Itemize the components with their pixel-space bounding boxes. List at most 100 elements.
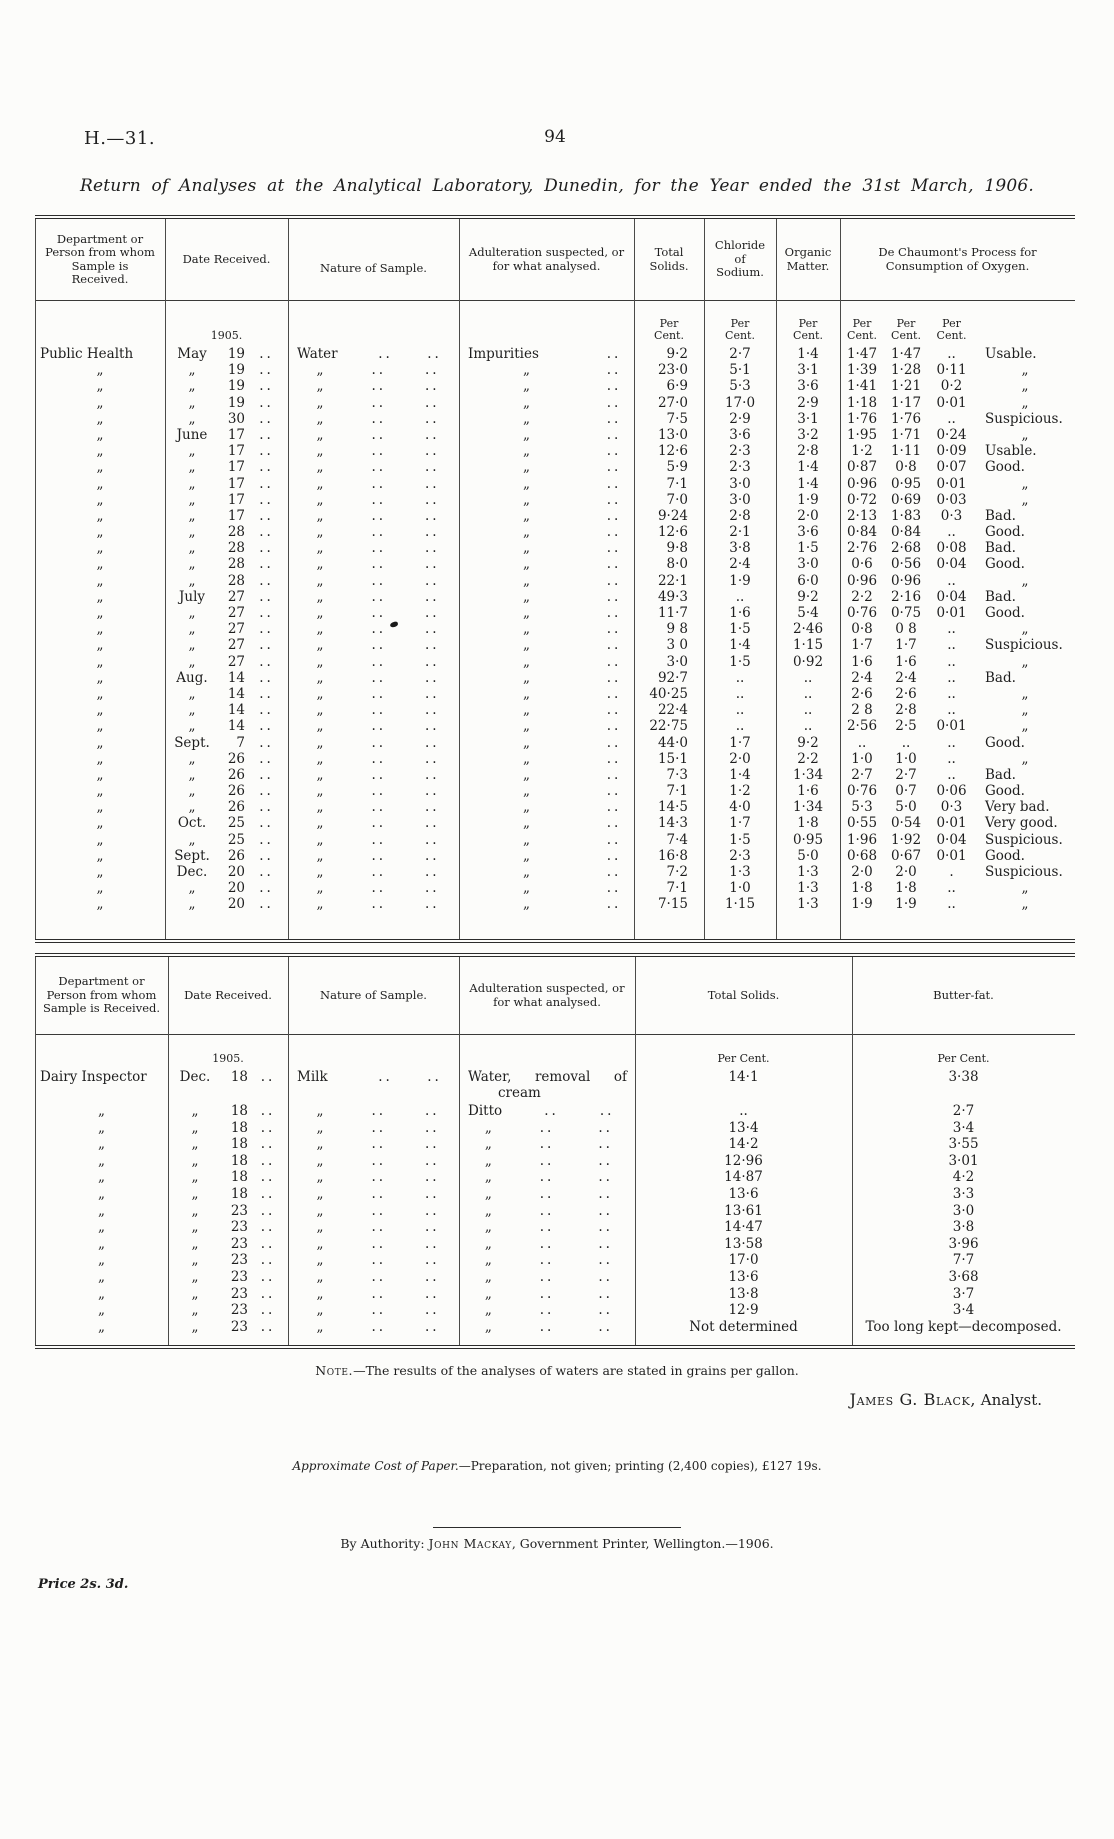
chloride-cell: 3·0 bbox=[729, 491, 751, 508]
authority-rule bbox=[433, 1527, 681, 1528]
oxygen-cell: 2·8 bbox=[895, 702, 917, 719]
chloride-cell: 3·0 bbox=[729, 475, 751, 492]
note-line: Note.—The results of the analyses of wat… bbox=[315, 1363, 799, 1378]
total-solids-cell: 13·8 bbox=[728, 1285, 759, 1302]
table-row: „ „ 14.. „.... „.. 22·4 .. .. 2 8 2·8 .. … bbox=[35, 702, 1075, 718]
chloride-cell: 2·9 bbox=[729, 410, 751, 427]
table-row: „ „ 27.. „.... „.. 11·7 1·6 5·4 0·76 0·75… bbox=[35, 605, 1075, 621]
date-cell: „ 28.. bbox=[188, 540, 274, 557]
remark-cell: „ bbox=[1021, 475, 1029, 492]
date-cell: „ 23.. bbox=[191, 1302, 276, 1319]
oxygen-cell: .. bbox=[947, 766, 956, 783]
authority-line: By Authority: John Mackay, Government Pr… bbox=[340, 1536, 774, 1551]
nature-cell: „.... bbox=[316, 702, 440, 719]
date-cell: „ 30.. bbox=[188, 410, 274, 427]
table-row: „ „ 25.. „.... „.. 7·4 1·5 0·95 1·96 1·92… bbox=[35, 832, 1075, 848]
table-row: „ „ 19.. „.... „.. 6·9 5·3 3·6 1·41 1·21 … bbox=[35, 378, 1075, 394]
nature-cell: „.... bbox=[316, 362, 440, 379]
adulteration-cell: „.. bbox=[523, 734, 622, 751]
butter-fat-cell: 7·7 bbox=[952, 1252, 975, 1269]
oxygen-cell: 1·7 bbox=[851, 637, 873, 654]
nature-cell: „.... bbox=[316, 637, 440, 654]
nature-cell: „.... bbox=[316, 410, 440, 427]
remark-cell: „ bbox=[1021, 718, 1029, 735]
chloride-cell: 5·1 bbox=[729, 362, 751, 379]
organic-matter-cell: 1·3 bbox=[797, 896, 819, 913]
adulteration-cell: „.... bbox=[484, 1302, 613, 1319]
per-cent-label: Per Cent. bbox=[936, 317, 967, 342]
oxygen-cell: 0·54 bbox=[890, 815, 922, 832]
organic-matter-cell: 2·46 bbox=[792, 621, 824, 638]
date-cell: May 19.. bbox=[177, 346, 274, 362]
oxygen-cell: 0·01 bbox=[936, 394, 967, 411]
chloride-cell: 1·5 bbox=[729, 831, 751, 848]
adulteration-cell: „.. bbox=[523, 880, 622, 897]
date-cell: „ 26.. bbox=[188, 750, 274, 767]
oxygen-cell: 1·0 bbox=[895, 750, 917, 767]
date-cell: „ 17.. bbox=[188, 459, 274, 476]
oxygen-cell: .. bbox=[947, 637, 956, 654]
oxygen-cell: 1·41 bbox=[846, 378, 878, 395]
adulteration-cell: „.. bbox=[523, 475, 622, 492]
oxygen-cell: 0·8 bbox=[895, 459, 917, 476]
organic-matter-cell: 1·6 bbox=[797, 783, 819, 800]
date-cell: June 17.. bbox=[176, 426, 274, 443]
organic-matter-cell: .. bbox=[803, 669, 813, 686]
oxygen-cell: 0·01 bbox=[936, 815, 967, 832]
department-cell: „ bbox=[96, 685, 104, 702]
nature-cell: „.... bbox=[316, 1169, 440, 1186]
organic-matter-cell: 1·15 bbox=[792, 637, 824, 654]
nature-cell: „.... bbox=[316, 1136, 440, 1153]
butter-fat-cell: 3·4 bbox=[952, 1119, 975, 1136]
oxygen-cell: 1·96 bbox=[846, 831, 878, 848]
butter-fat-cell: 2·7 bbox=[952, 1103, 975, 1119]
table-row: „ „ 17.. „.... „.. 7·1 3·0 1·4 0·96 0·95 … bbox=[35, 476, 1075, 492]
department-cell: „ bbox=[96, 880, 104, 897]
adulteration-cell: Water, removal of cream bbox=[468, 1069, 627, 1101]
chloride-cell: 2·3 bbox=[729, 443, 751, 460]
chloride-cell: 2·3 bbox=[729, 459, 751, 476]
nature-cell: „.... bbox=[316, 426, 440, 443]
total-solids-cell: 12·6 bbox=[657, 443, 688, 460]
nature-cell: „.... bbox=[316, 1185, 440, 1202]
oxygen-cell: 0 8 bbox=[895, 621, 917, 638]
chloride-cell: 4·0 bbox=[729, 799, 751, 816]
table-row: „ Aug. 14.. „.... „.. 92·7 .. .. 2·4 2·4 … bbox=[35, 670, 1075, 686]
oxygen-cell: 1·39 bbox=[846, 362, 878, 379]
chloride-cell: 3·6 bbox=[729, 426, 751, 443]
table-row: „ „ 26.. „.... „.. 7·1 1·2 1·6 0·76 0·7 0… bbox=[35, 783, 1075, 799]
date-cell: „ 23.. bbox=[191, 1268, 276, 1285]
butter-fat-cell: 3·01 bbox=[948, 1152, 979, 1169]
department-cell: „ bbox=[96, 605, 104, 621]
organic-matter-cell: 2·8 bbox=[797, 443, 819, 460]
organic-matter-cell: 3·1 bbox=[797, 362, 819, 379]
nature-cell: „.... bbox=[316, 718, 440, 735]
table1-units-row: 1905. Per Cent. Per Cent. Per Cent. Per … bbox=[35, 301, 1075, 346]
total-solids-cell: 14·87 bbox=[724, 1169, 763, 1186]
date-cell: Aug. 14.. bbox=[176, 669, 274, 686]
remark-cell: Bad. bbox=[985, 669, 1016, 686]
organic-matter-cell: 3·6 bbox=[797, 524, 819, 541]
total-solids-cell: 7·1 bbox=[666, 783, 688, 800]
header-nature-of-sample: Nature of Sample. bbox=[320, 260, 427, 275]
remark-cell: Good. bbox=[985, 556, 1025, 573]
header-nature-of-sample: Nature of Sample. bbox=[320, 987, 427, 1002]
adulteration-cell: „.. bbox=[523, 491, 622, 508]
department-cell: „ bbox=[96, 831, 104, 848]
total-solids-cell: 22·4 bbox=[657, 702, 688, 719]
remark-cell: „ bbox=[1021, 394, 1029, 411]
oxygen-cell: 0·3 bbox=[940, 507, 963, 524]
oxygen-cell: .. bbox=[947, 572, 956, 589]
table1-body: Public Health May 19.. Water.... Impuriti… bbox=[35, 346, 1075, 913]
chloride-cell: .. bbox=[735, 685, 745, 702]
department-cell: „ bbox=[98, 1219, 105, 1236]
chloride-cell: 2·7 bbox=[729, 346, 751, 362]
chloride-cell: 1·15 bbox=[724, 896, 756, 913]
adulteration-cell: „.. bbox=[523, 621, 622, 638]
adulteration-cell: „.. bbox=[523, 718, 622, 735]
nature-cell: „.... bbox=[316, 815, 440, 832]
total-solids-cell: 23·0 bbox=[657, 362, 688, 379]
oxygen-cell: 1·28 bbox=[890, 362, 922, 379]
department-cell: „ bbox=[96, 459, 104, 476]
table-row: „ „ 18.. „.... „.... 14·87 4·2 bbox=[35, 1169, 1075, 1186]
